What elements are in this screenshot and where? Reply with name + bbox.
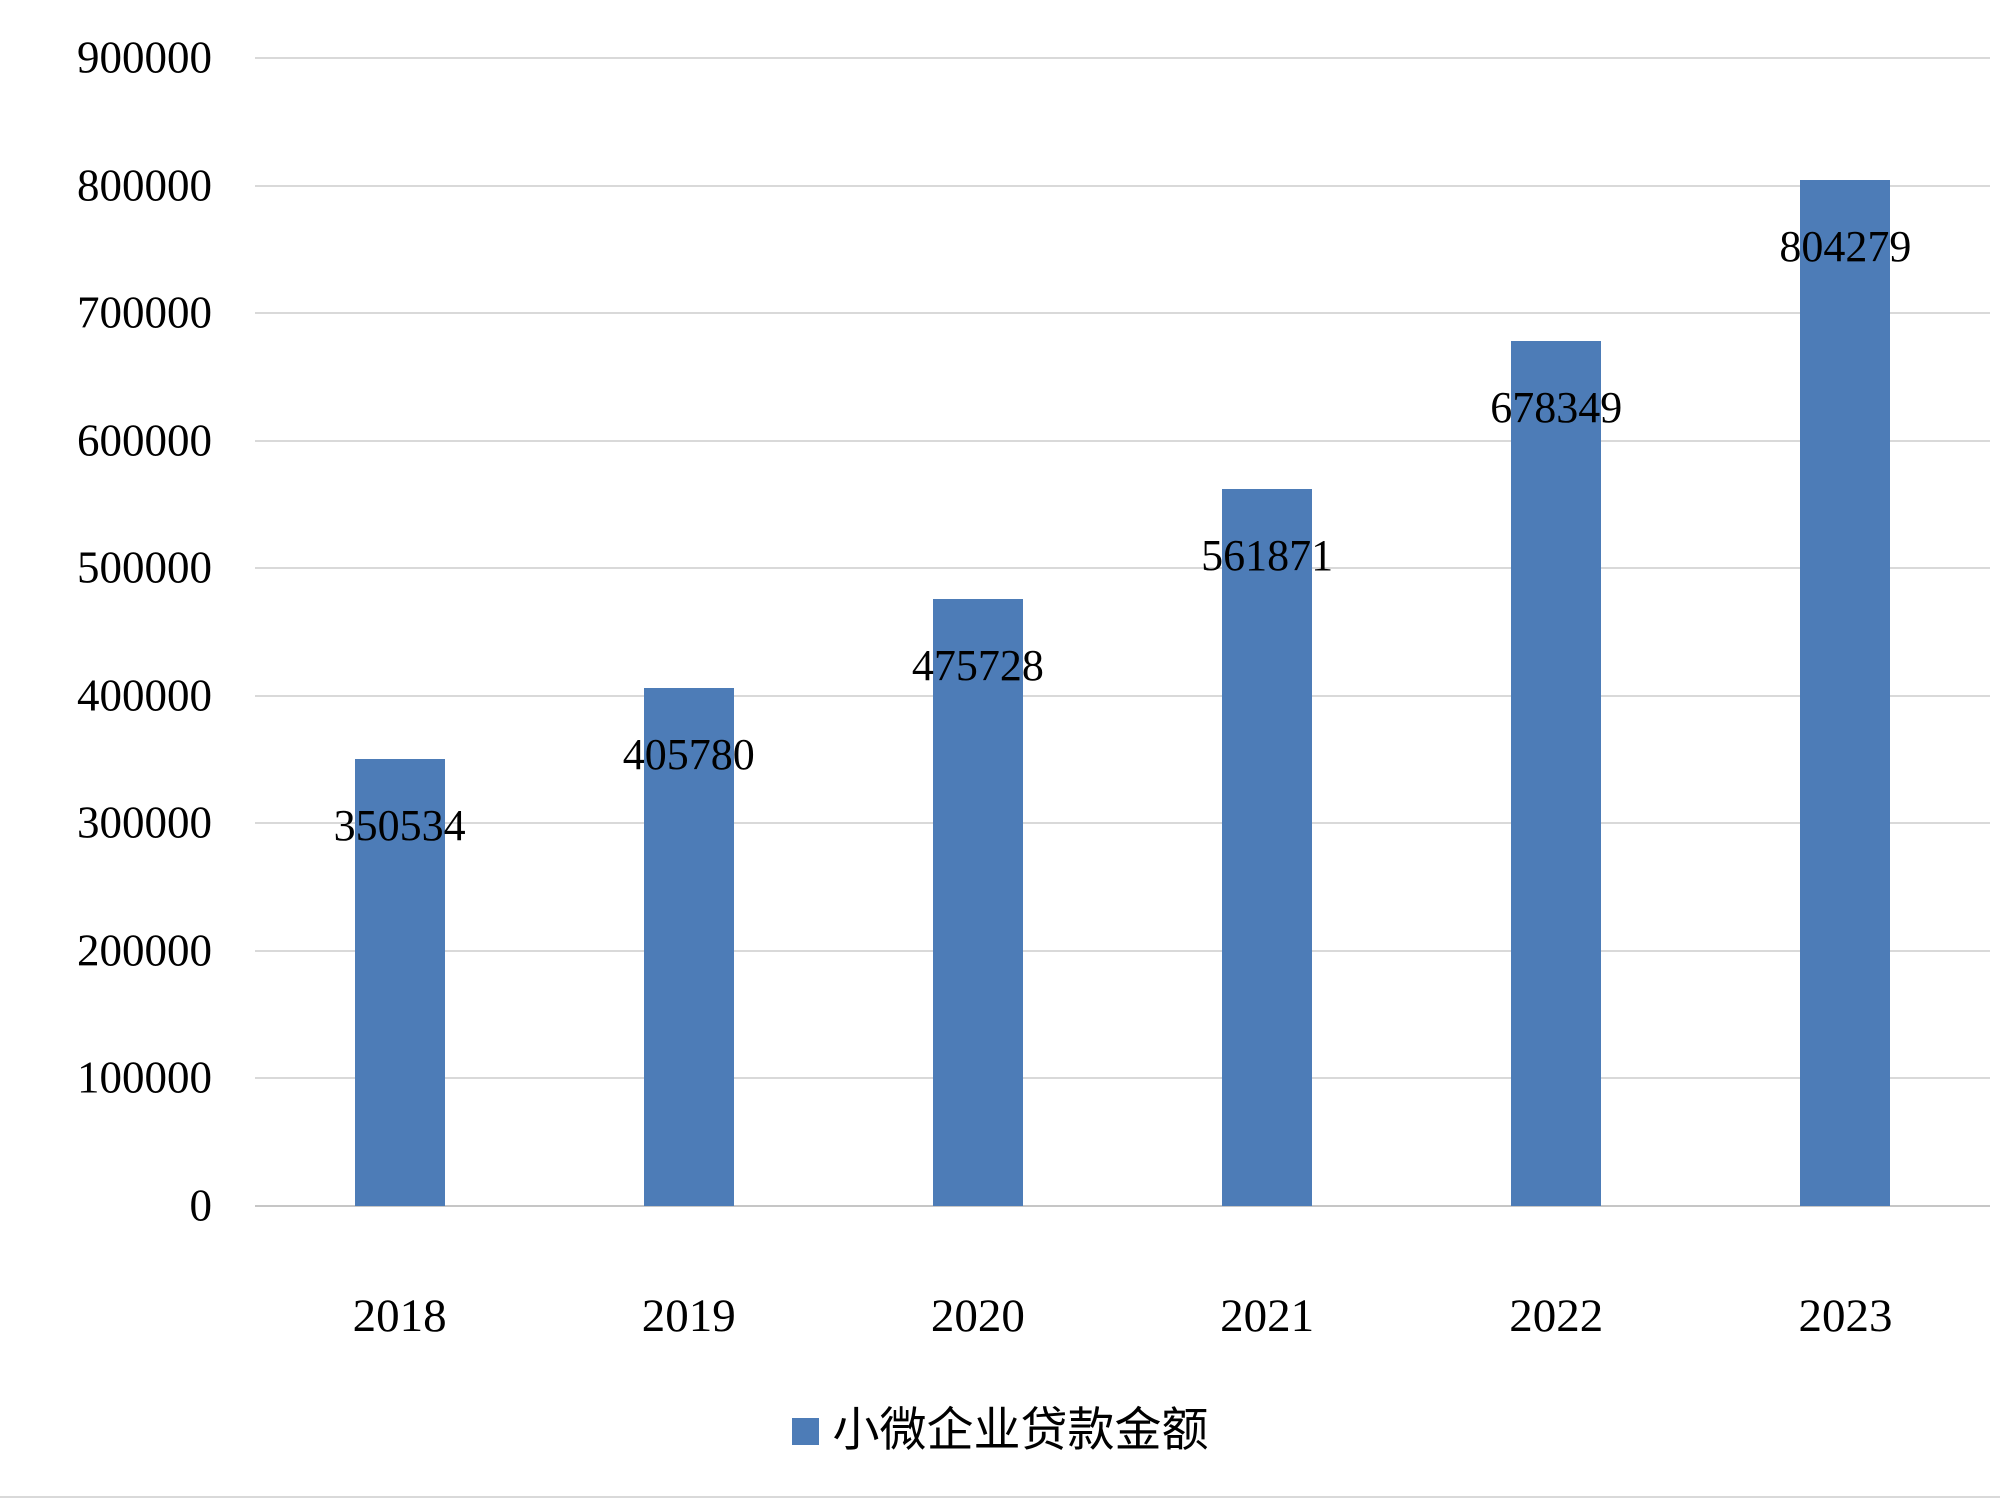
bar-2018 xyxy=(354,758,445,1206)
bar-data-label: 350534 xyxy=(333,800,466,850)
y-axis-tick-label: 0 xyxy=(189,1180,213,1231)
y-axis-tick-label: 900000 xyxy=(77,32,212,83)
y-axis-tick-label: 100000 xyxy=(77,1052,212,1103)
gridline xyxy=(255,312,1990,315)
gridline xyxy=(255,439,1990,442)
bar-2019 xyxy=(643,688,734,1206)
gridline xyxy=(255,949,1990,952)
x-axis-tick-label: 2019 xyxy=(641,1290,736,1342)
y-axis-tick-label: 500000 xyxy=(77,542,212,593)
bottom-border-line xyxy=(0,1496,2000,1498)
gridline xyxy=(255,57,1990,59)
bar-data-label: 405780 xyxy=(622,730,755,780)
x-axis-tick-label: 2021 xyxy=(1220,1290,1315,1342)
gridline xyxy=(255,822,1990,825)
x-axis-tick-label: 2020 xyxy=(930,1290,1025,1342)
y-axis: 0 100000 200000 300000 400000 500000 600000 700… xyxy=(0,35,212,1228)
y-axis-tick-label: 800000 xyxy=(77,160,212,211)
gridline xyxy=(255,1077,1990,1080)
bar-data-label: 804279 xyxy=(1779,222,1912,272)
x-axis: 2018 2019 2020 2021 2022 2023 xyxy=(255,1290,1990,1342)
legend-swatch-icon xyxy=(791,1417,819,1445)
legend: 小微企业贷款金额 xyxy=(0,1405,2000,1457)
gridline xyxy=(255,184,1990,187)
bar-data-label: 561871 xyxy=(1201,531,1334,581)
y-axis-tick-label: 600000 xyxy=(77,415,212,466)
x-axis-tick-label: 2018 xyxy=(352,1290,447,1342)
bar-data-label: 475728 xyxy=(911,641,1044,691)
y-axis-tick-label: 300000 xyxy=(77,797,212,848)
legend-label: 小微企业贷款金额 xyxy=(832,1405,1209,1457)
bar-data-label: 678349 xyxy=(1490,382,1623,432)
bar-2023 xyxy=(1800,180,1891,1206)
y-axis-tick-label: 400000 xyxy=(77,670,212,721)
bar-2021 xyxy=(1222,489,1313,1206)
x-axis-tick-label: 2023 xyxy=(1798,1290,1893,1342)
gridline xyxy=(255,567,1990,570)
x-axis-tick-label: 2022 xyxy=(1509,1290,1604,1342)
gridline xyxy=(255,694,1990,697)
x-axis-line xyxy=(255,1205,1990,1207)
y-axis-tick-label: 200000 xyxy=(77,925,212,976)
plot-area: 350534 405780 475728 561871 678349 804279 xyxy=(255,57,1990,1207)
bar-2022 xyxy=(1511,340,1602,1206)
y-axis-tick-label: 700000 xyxy=(77,287,212,338)
bar-2020 xyxy=(932,599,1023,1206)
